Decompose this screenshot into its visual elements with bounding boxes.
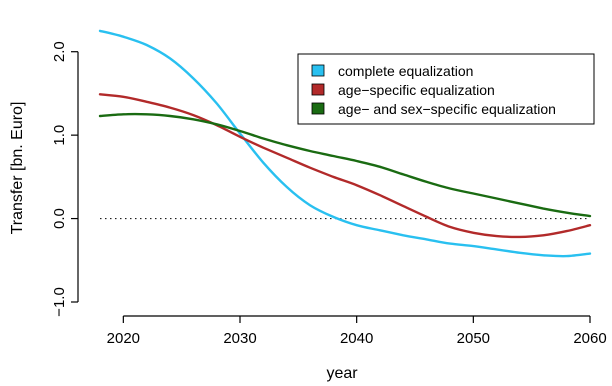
y-axis-label: Transfer [bn. Euro] [9, 102, 26, 235]
y-tick-label: 1.0 [51, 125, 68, 146]
y-tick-label: 2.0 [51, 41, 68, 62]
x-tick-label: 2020 [107, 330, 140, 347]
legend-swatch [311, 64, 325, 77]
legend-box [297, 53, 595, 125]
series-line-3 [98, 112, 592, 218]
legend: complete equalization age−specific equali… [297, 53, 595, 125]
legend-label: age−specific equalization [338, 82, 495, 98]
legend-label: age− and sex−specific equalization [338, 101, 556, 117]
y-tick-label: 0.0 [51, 208, 68, 229]
legend-swatch [311, 83, 325, 96]
legend-label: complete equalization [338, 63, 473, 79]
series-line-1 [98, 29, 592, 258]
y-tick-label: −1.0 [51, 287, 68, 317]
x-tick-label: 2030 [223, 330, 256, 347]
series-lines [98, 29, 592, 258]
axes: −1.0 0.0 1.0 2.0 2020 2030 2040 2050 2060 [51, 41, 607, 347]
x-axis-label: year [326, 365, 358, 382]
series-line-2 [98, 93, 592, 239]
x-tick-label: 2050 [457, 330, 490, 347]
x-tick-label: 2060 [573, 330, 606, 347]
legend-swatch [311, 102, 325, 115]
x-tick-label: 2040 [340, 330, 373, 347]
